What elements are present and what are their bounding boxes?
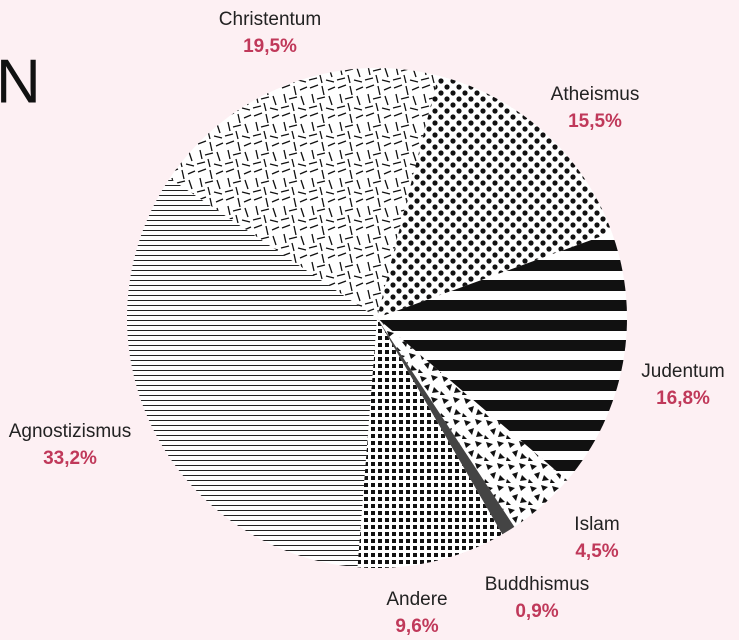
slice-value: 15,5% [568, 111, 622, 132]
pie-slice [377, 318, 515, 535]
slice-label: Atheismus [551, 84, 640, 105]
slice-value: 19,5% [243, 36, 297, 57]
slice-label: Buddhismus [485, 574, 590, 595]
slice-label: Islam [574, 514, 619, 535]
pie-slice [127, 178, 377, 568]
slice-value: 9,6% [395, 616, 438, 637]
pie-slice [169, 68, 439, 318]
pie-slice [377, 318, 568, 527]
chart-title: N [0, 47, 41, 116]
slice-value: 0,9% [515, 601, 558, 622]
slice-value: 33,2% [43, 448, 97, 469]
pie-slice [357, 318, 503, 568]
pie-slice [377, 75, 612, 318]
slice-label: Agnostizismus [9, 421, 132, 442]
slice-value: 4,5% [575, 541, 618, 562]
pie-slice [377, 232, 628, 481]
slice-label: Andere [386, 589, 447, 610]
slice-label: Judentum [641, 361, 724, 382]
slice-label: Christentum [219, 9, 321, 30]
slice-value: 16,8% [656, 388, 710, 409]
